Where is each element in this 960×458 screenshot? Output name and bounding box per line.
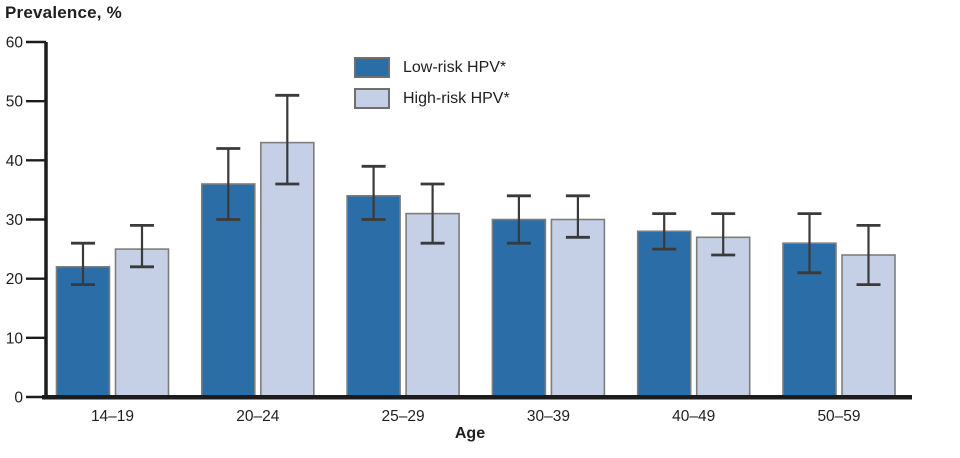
x-axis-title: Age (454, 425, 486, 442)
legend-label-high-risk: High-risk HPV* (403, 89, 510, 107)
x-tick-label-30-39: 30–39 (527, 408, 570, 425)
y-tick-label-60: 60 (6, 35, 24, 52)
y-tick-label-30: 30 (6, 212, 24, 229)
x-tick-label-25-29: 25–29 (382, 408, 425, 425)
y-tick-label-20: 20 (6, 271, 24, 288)
legend-item-low-risk: Low-risk HPV* (354, 57, 510, 78)
legend-swatch-high-risk-icon (354, 88, 390, 109)
y-tick-label-40: 40 (6, 153, 24, 170)
x-tick-label-50-59: 50–59 (817, 408, 860, 425)
x-tick-label-20-24: 20–24 (236, 408, 279, 425)
bar-high-risk-hpv-30-39 (550, 218, 606, 398)
legend-label-low-risk: Low-risk HPV* (403, 58, 507, 76)
x-tick-label-14-19: 14–19 (91, 408, 134, 425)
x-axis-line (42, 395, 912, 400)
x-tick-label-40-49: 40–49 (672, 408, 715, 425)
y-axis-title: Prevalence, % (5, 3, 122, 22)
y-tick-label-0: 0 (14, 390, 23, 407)
y-tick-label-10: 10 (6, 330, 24, 347)
bar-low-risk-hpv-40-49 (636, 230, 692, 398)
bar-high-risk-hpv-14-19 (114, 248, 170, 398)
legend: Low-risk HPV* High-risk HPV* (354, 57, 510, 109)
y-tick-label-50: 50 (6, 94, 24, 111)
bar-low-risk-hpv-14-19 (55, 265, 111, 398)
legend-swatch-low-risk-icon (354, 57, 390, 78)
bar-low-risk-hpv-25-29 (346, 195, 401, 398)
legend-item-high-risk: High-risk HPV* (354, 88, 510, 109)
bar-high-risk-hpv-40-49 (695, 236, 751, 398)
bar-low-risk-hpv-30-39 (491, 218, 547, 398)
